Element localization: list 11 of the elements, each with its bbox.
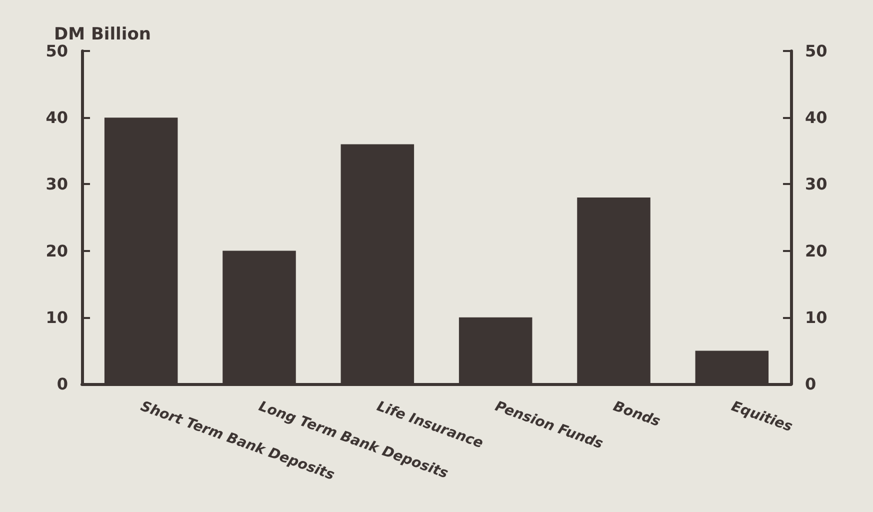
y2-tick-label: 0 — [805, 374, 816, 394]
y-tick-label: 20 — [46, 241, 68, 260]
y-tick-label: 0 — [56, 374, 68, 394]
y-tick-label: 40 — [46, 108, 68, 128]
y-tick-label: 10 — [46, 308, 68, 327]
y2-tick-label: 50 — [805, 42, 828, 60]
y2-tick-label: 20 — [805, 241, 828, 260]
y2-tick-label: 10 — [805, 308, 828, 327]
y-tick-label: 30 — [46, 174, 68, 194]
y2-tick-label: 40 — [805, 108, 828, 128]
y2-tick-label: 30 — [805, 174, 828, 194]
